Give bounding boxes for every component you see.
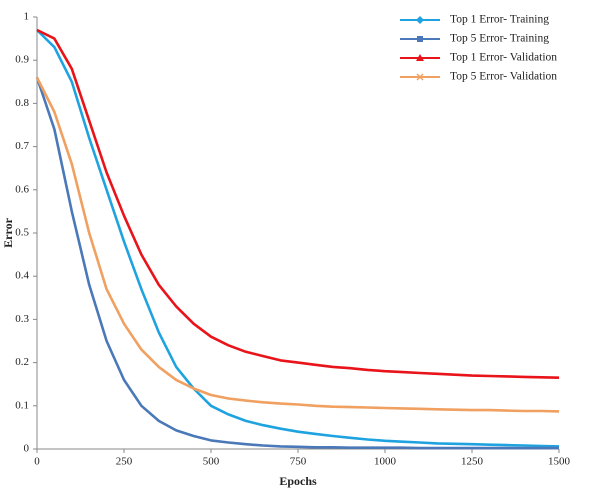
x-tick-label: 1500: [548, 456, 571, 468]
y-tick-label: 0.9: [15, 54, 29, 66]
series-line: [36, 28, 560, 379]
y-tick-label: 0.8: [15, 97, 29, 109]
y-tick-label: 0.4: [15, 270, 29, 282]
x-tick-label: 500: [203, 456, 220, 468]
y-tick-label: 0.5: [15, 227, 29, 239]
x-axis-title: Epochs: [279, 474, 317, 488]
series-line: [35, 76, 560, 413]
y-axis-title: Error: [1, 217, 15, 247]
y-tick-label: 0.7: [15, 140, 29, 152]
y-tick-label: 0.6: [15, 183, 29, 195]
y-tick-label: 0.1: [15, 399, 29, 411]
legend-label: Top 5 Error- Validation: [450, 71, 557, 83]
x-tick-label: 1000: [374, 456, 397, 468]
y-tick-label: 0.2: [15, 356, 29, 368]
x-tick-label: 1250: [461, 456, 484, 468]
legend-label: Top 1 Error- Validation: [450, 52, 557, 64]
y-tick-label: 1: [24, 11, 30, 23]
legend-label: Top 5 Error- Training: [450, 33, 549, 45]
series-line: [35, 77, 559, 450]
legend-marker: [416, 73, 424, 81]
x-tick-label: 750: [290, 456, 307, 468]
legend-label: Top 1 Error- Training: [450, 14, 549, 26]
x-tick-label: 250: [116, 456, 133, 468]
y-tick-label: 0.3: [15, 313, 29, 325]
series-line: [36, 29, 560, 448]
legend-marker: [416, 16, 424, 24]
legend-marker: [416, 54, 424, 61]
legend-marker: [417, 36, 423, 42]
x-tick-label: 0: [34, 456, 40, 468]
y-tick-label: 0: [24, 443, 30, 455]
